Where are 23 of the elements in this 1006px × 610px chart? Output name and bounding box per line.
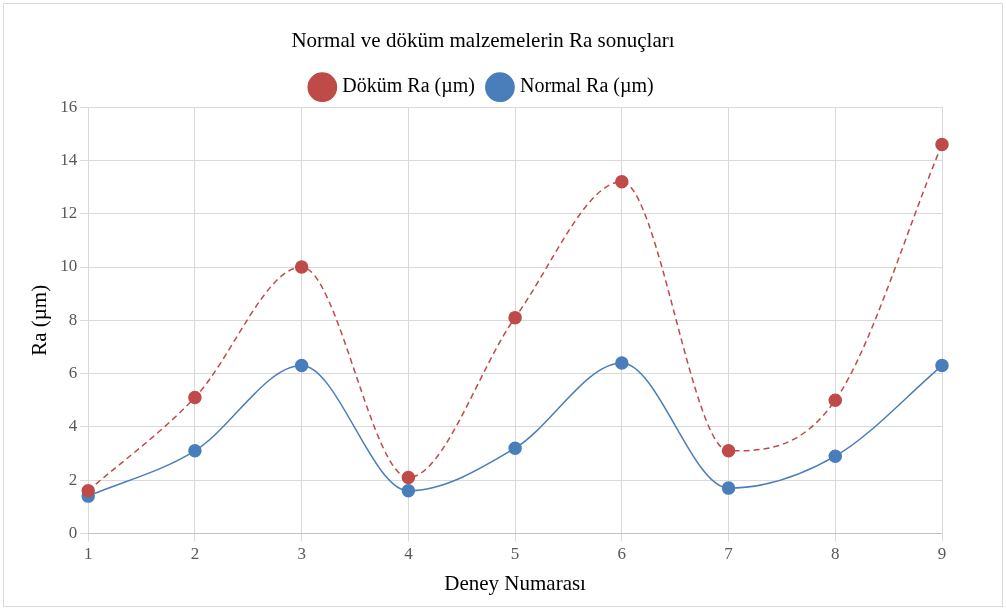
- y-tick-label: 8: [68, 309, 78, 329]
- legend-label: Döküm Ra (µm): [342, 74, 475, 98]
- legend-label: Normal Ra (µm): [519, 74, 654, 98]
- y-tick-label: 12: [60, 203, 78, 223]
- y-tick-label: 16: [60, 96, 78, 116]
- chart-title: Normal ve döküm malzemelerin Ra sonuçları: [291, 28, 675, 53]
- y-tick-label: 10: [60, 256, 78, 276]
- x-tick-label: 3: [297, 544, 306, 564]
- x-axis-title: Deney Numarası: [444, 570, 587, 595]
- x-tick-label: 2: [190, 544, 200, 564]
- y-tick-label: 0: [68, 522, 78, 542]
- x-tick-label: 8: [831, 544, 840, 564]
- y-tick-label: 6: [68, 363, 78, 383]
- x-tick-label: 1: [83, 544, 93, 564]
- x-tick-label: 5: [510, 544, 520, 564]
- x-tick-label: 9: [937, 544, 947, 564]
- x-tick-label: 6: [617, 544, 627, 564]
- x-tick-label: 4: [404, 544, 414, 564]
- y-tick-label: 14: [60, 149, 78, 169]
- x-tick-label: 7: [724, 544, 734, 564]
- y-tick-label: 4: [68, 416, 78, 436]
- y-tick-label: 2: [68, 469, 78, 489]
- y-axis-title: Ra (µm): [27, 284, 52, 356]
